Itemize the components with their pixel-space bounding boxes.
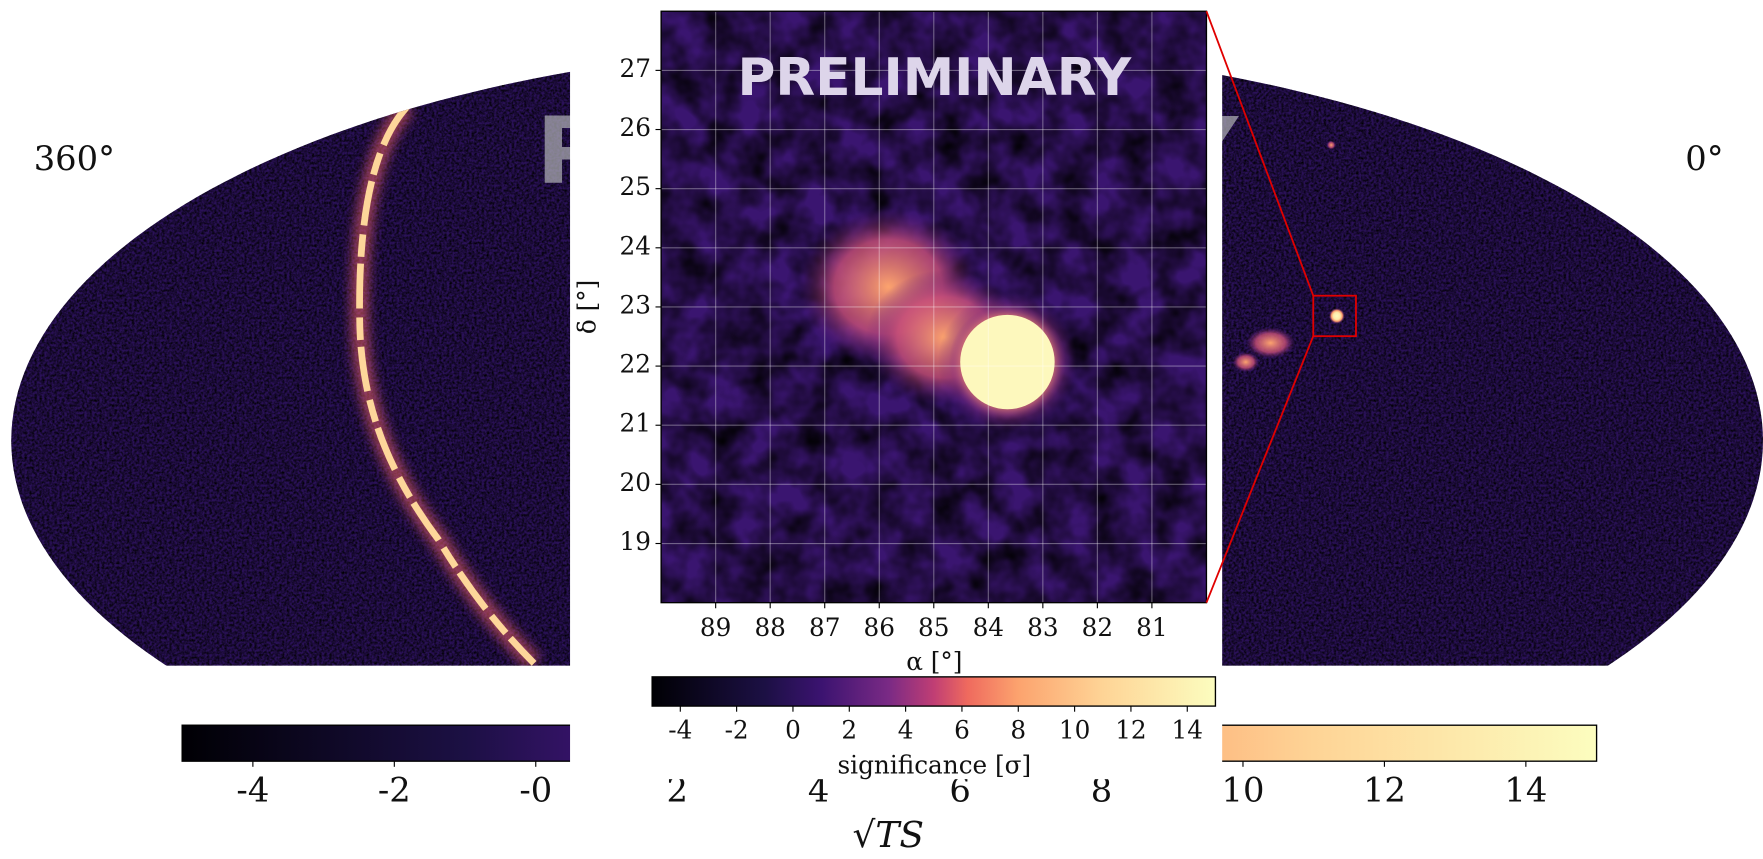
x-tick-label: 86 — [864, 613, 895, 642]
y-tick-label: 22 — [620, 350, 651, 379]
watermark: PRELIMINARY — [738, 48, 1132, 108]
plot-frame — [660, 10, 1208, 604]
lon-label: 0° — [1685, 139, 1723, 178]
colorbar-tick-label: 8 — [1091, 771, 1112, 810]
x-tick-label: 83 — [1027, 613, 1058, 642]
source-core — [960, 314, 1055, 410]
colorbar-label: significance [σ] — [837, 750, 1031, 779]
colorbar-tick-label: 12 — [1363, 771, 1406, 810]
colorbar-tick-label: 0 — [785, 715, 801, 744]
colorbar — [651, 676, 1217, 707]
zoom-line — [1205, 10, 1315, 297]
x-tick-label: 84 — [973, 613, 1004, 642]
zoom-box — [1312, 294, 1357, 338]
source — [1232, 351, 1260, 373]
colorbar-tick-label: -2 — [725, 715, 749, 744]
colorbar-tick-label: 2 — [841, 715, 857, 744]
x-tick-label: 82 — [1082, 613, 1113, 642]
colorbar-tick-label: 10 — [1222, 771, 1265, 810]
colorbar-tick-label: 8 — [1010, 715, 1026, 744]
x-tick-label: 87 — [809, 613, 840, 642]
colorbar-tick-label: 4 — [898, 715, 914, 744]
x-tick-label: 88 — [754, 613, 785, 642]
y-tick-label: 23 — [620, 290, 651, 319]
colorbar-tick-label: -2 — [378, 771, 411, 810]
y-tick-label: 21 — [620, 409, 651, 438]
x-axis-label: √TS — [852, 815, 924, 856]
x-tick-label: 89 — [700, 613, 731, 642]
colorbar-tick-label: 6 — [954, 715, 970, 744]
zoom-line — [1205, 335, 1315, 603]
colorbar-tick-label: 14 — [1172, 715, 1203, 744]
colorbar-tick-label: -0 — [519, 771, 552, 810]
y-tick-label: 19 — [620, 527, 651, 556]
x-axis-label: α [°] — [906, 647, 962, 676]
source — [1328, 308, 1345, 324]
colorbar-tick-label: 6 — [949, 771, 970, 810]
y-axis-label: δ [°] — [573, 280, 602, 334]
x-tick-label: 81 — [1136, 613, 1167, 642]
y-tick-label: 20 — [620, 468, 651, 497]
colorbar-tick-label: -4 — [668, 715, 692, 744]
colorbar-tick-label: 12 — [1115, 715, 1146, 744]
y-tick-label: 24 — [620, 231, 651, 260]
colorbar-tick-label: -4 — [236, 771, 269, 810]
colorbar-tick-label: 4 — [808, 771, 829, 810]
lon-label: 360° — [34, 139, 115, 178]
x-tick-label: 85 — [918, 613, 949, 642]
galactic-plane — [356, 104, 537, 666]
colorbar-tick-label: 10 — [1059, 715, 1090, 744]
colorbar-tick-label: 2 — [666, 771, 687, 810]
y-tick-label: 27 — [620, 54, 651, 83]
source — [1245, 327, 1296, 359]
y-tick-label: 26 — [620, 113, 651, 142]
source — [1326, 140, 1336, 150]
colorbar-tick-label: 14 — [1504, 771, 1547, 810]
y-tick-label: 25 — [620, 172, 651, 201]
